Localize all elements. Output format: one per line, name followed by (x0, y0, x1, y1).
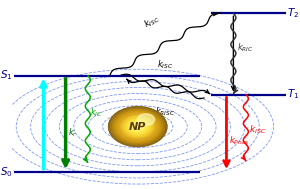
Circle shape (109, 107, 167, 146)
Text: $k_{ISC}$: $k_{ISC}$ (141, 12, 162, 31)
Circle shape (133, 123, 142, 130)
Circle shape (115, 111, 161, 142)
Circle shape (135, 125, 140, 128)
Text: $k_{IC}$: $k_{IC}$ (90, 106, 103, 119)
Text: $S_1$: $S_1$ (0, 69, 13, 83)
Circle shape (125, 118, 151, 135)
Circle shape (117, 112, 159, 141)
Circle shape (123, 116, 153, 137)
Circle shape (121, 115, 154, 138)
Text: $T_1$: $T_1$ (287, 88, 300, 101)
Circle shape (113, 110, 163, 144)
Text: $k_r$: $k_r$ (68, 127, 77, 139)
Circle shape (111, 108, 165, 145)
Text: $S_0$: $S_0$ (0, 165, 13, 179)
Circle shape (137, 114, 154, 126)
Text: $k_{Phos}$: $k_{Phos}$ (229, 135, 249, 147)
Circle shape (131, 122, 144, 131)
Text: $k_{RIC}$: $k_{RIC}$ (237, 42, 254, 54)
Text: $k_{RISC}$: $k_{RISC}$ (155, 106, 176, 118)
Circle shape (119, 114, 157, 139)
Circle shape (137, 126, 138, 127)
Text: $T_2$: $T_2$ (287, 6, 300, 20)
Text: $k_{ISC}$: $k_{ISC}$ (157, 58, 174, 71)
Text: NP: NP (129, 122, 146, 132)
Circle shape (127, 119, 148, 134)
Text: $k_{ISC}$: $k_{ISC}$ (249, 123, 266, 136)
Circle shape (129, 121, 146, 133)
